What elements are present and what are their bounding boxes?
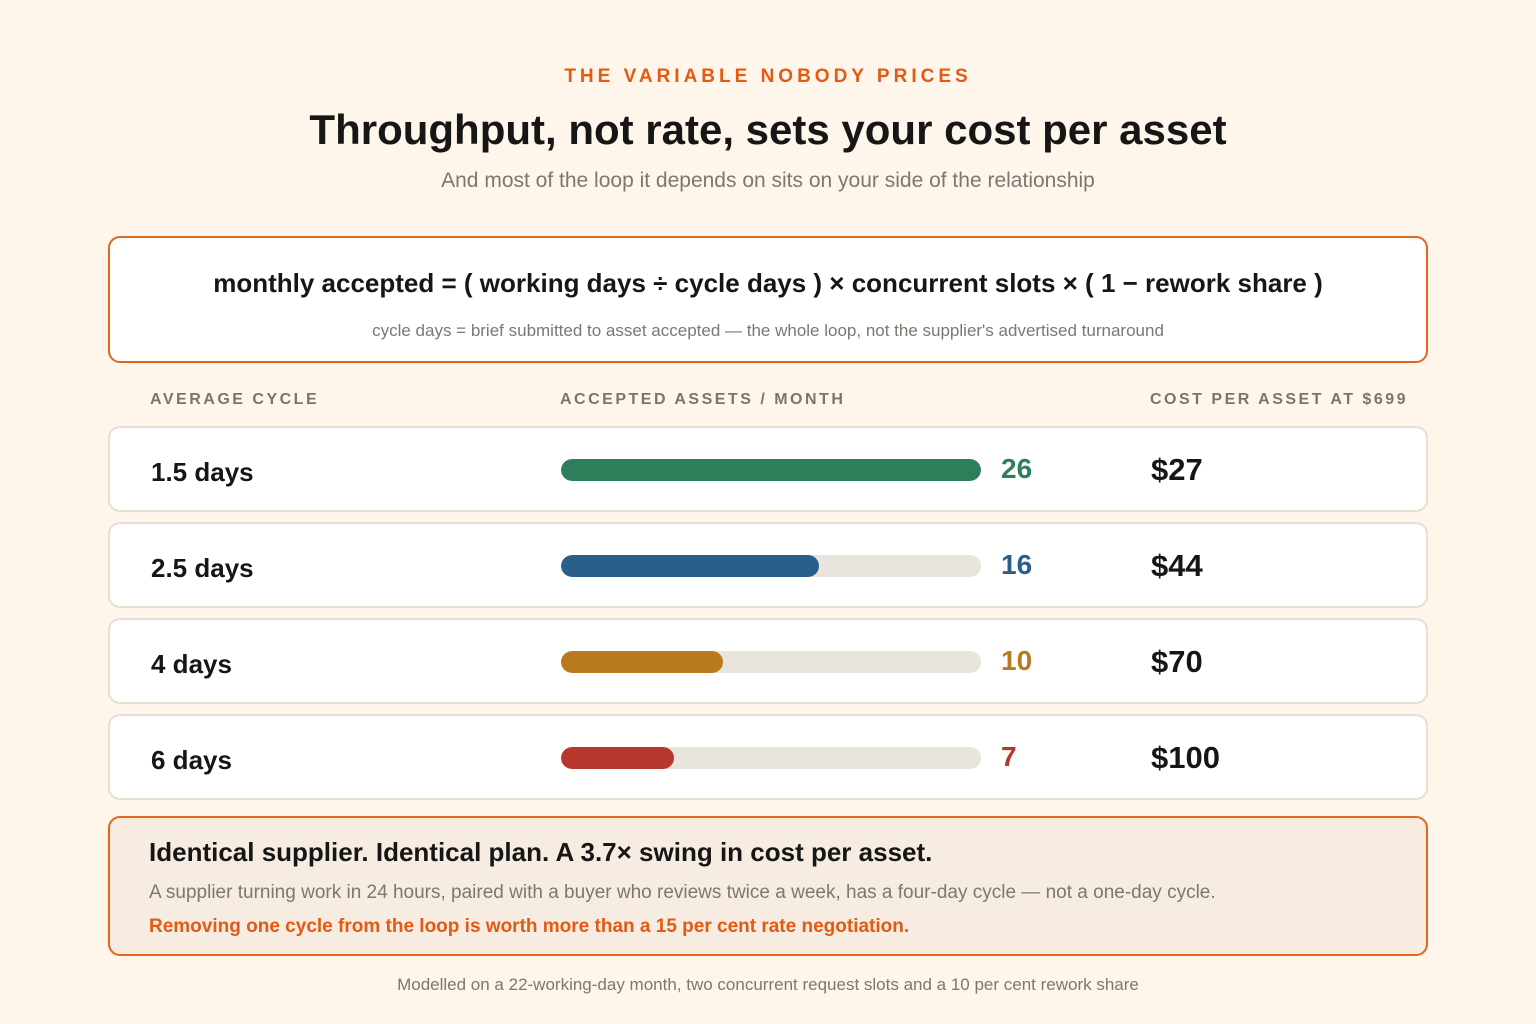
- formula-equation: monthly accepted = ( working days ÷ cycl…: [213, 268, 1323, 298]
- chart-row: 4 days 10 $70: [108, 618, 1428, 704]
- callout-body: A supplier turning work in 24 hours, pai…: [149, 882, 1216, 903]
- bar-track: [561, 555, 981, 577]
- cost-per-asset: $27: [1151, 452, 1203, 487]
- column-header-cycle: AVERAGE CYCLE: [150, 391, 320, 408]
- cycle-label: 1.5 days: [151, 457, 254, 487]
- eyebrow: THE VARIABLE NOBODY PRICES: [564, 66, 972, 87]
- cost-per-asset: $70: [1151, 644, 1203, 679]
- footnote: Modelled on a 22-working-day month, two …: [397, 975, 1139, 994]
- bar: [561, 459, 981, 481]
- bar: [561, 747, 675, 769]
- bar-value-label: 26: [1001, 453, 1033, 484]
- chart-row: 1.5 days 26 $27: [108, 426, 1428, 512]
- chart-row: 6 days 7 $100: [108, 714, 1428, 800]
- bar-track: [561, 747, 981, 769]
- callout-emphasis: Removing one cycle from the loop is wort…: [149, 916, 910, 937]
- callout-box: Identical supplier. Identical plan. A 3.…: [108, 816, 1428, 956]
- column-header-cost: COST PER ASSET AT $699: [1150, 391, 1409, 408]
- bar-track: [561, 459, 981, 481]
- bar-value-label: 16: [1001, 549, 1033, 580]
- chart-row: 2.5 days 16 $44: [108, 522, 1428, 608]
- formula-box: monthly accepted = ( working days ÷ cycl…: [108, 236, 1428, 363]
- bar-track: [561, 651, 981, 673]
- cost-per-asset: $100: [1151, 740, 1220, 775]
- cycle-label: 4 days: [151, 649, 232, 679]
- cost-per-asset: $44: [1151, 548, 1203, 583]
- cycle-label: 2.5 days: [151, 553, 254, 583]
- bar-value-label: 7: [1001, 741, 1017, 772]
- formula-note: cycle days = brief submitted to asset ac…: [372, 321, 1164, 340]
- page-subtitle: And most of the loop it depends on sits …: [441, 169, 1095, 192]
- column-header-assets: ACCEPTED ASSETS / MONTH: [560, 391, 846, 408]
- bar: [561, 555, 820, 577]
- cycle-label: 6 days: [151, 745, 232, 775]
- bar: [561, 651, 723, 673]
- page-title: Throughput, not rate, sets your cost per…: [309, 106, 1227, 153]
- bar-value-label: 10: [1001, 645, 1033, 676]
- callout-headline: Identical supplier. Identical plan. A 3.…: [149, 837, 933, 867]
